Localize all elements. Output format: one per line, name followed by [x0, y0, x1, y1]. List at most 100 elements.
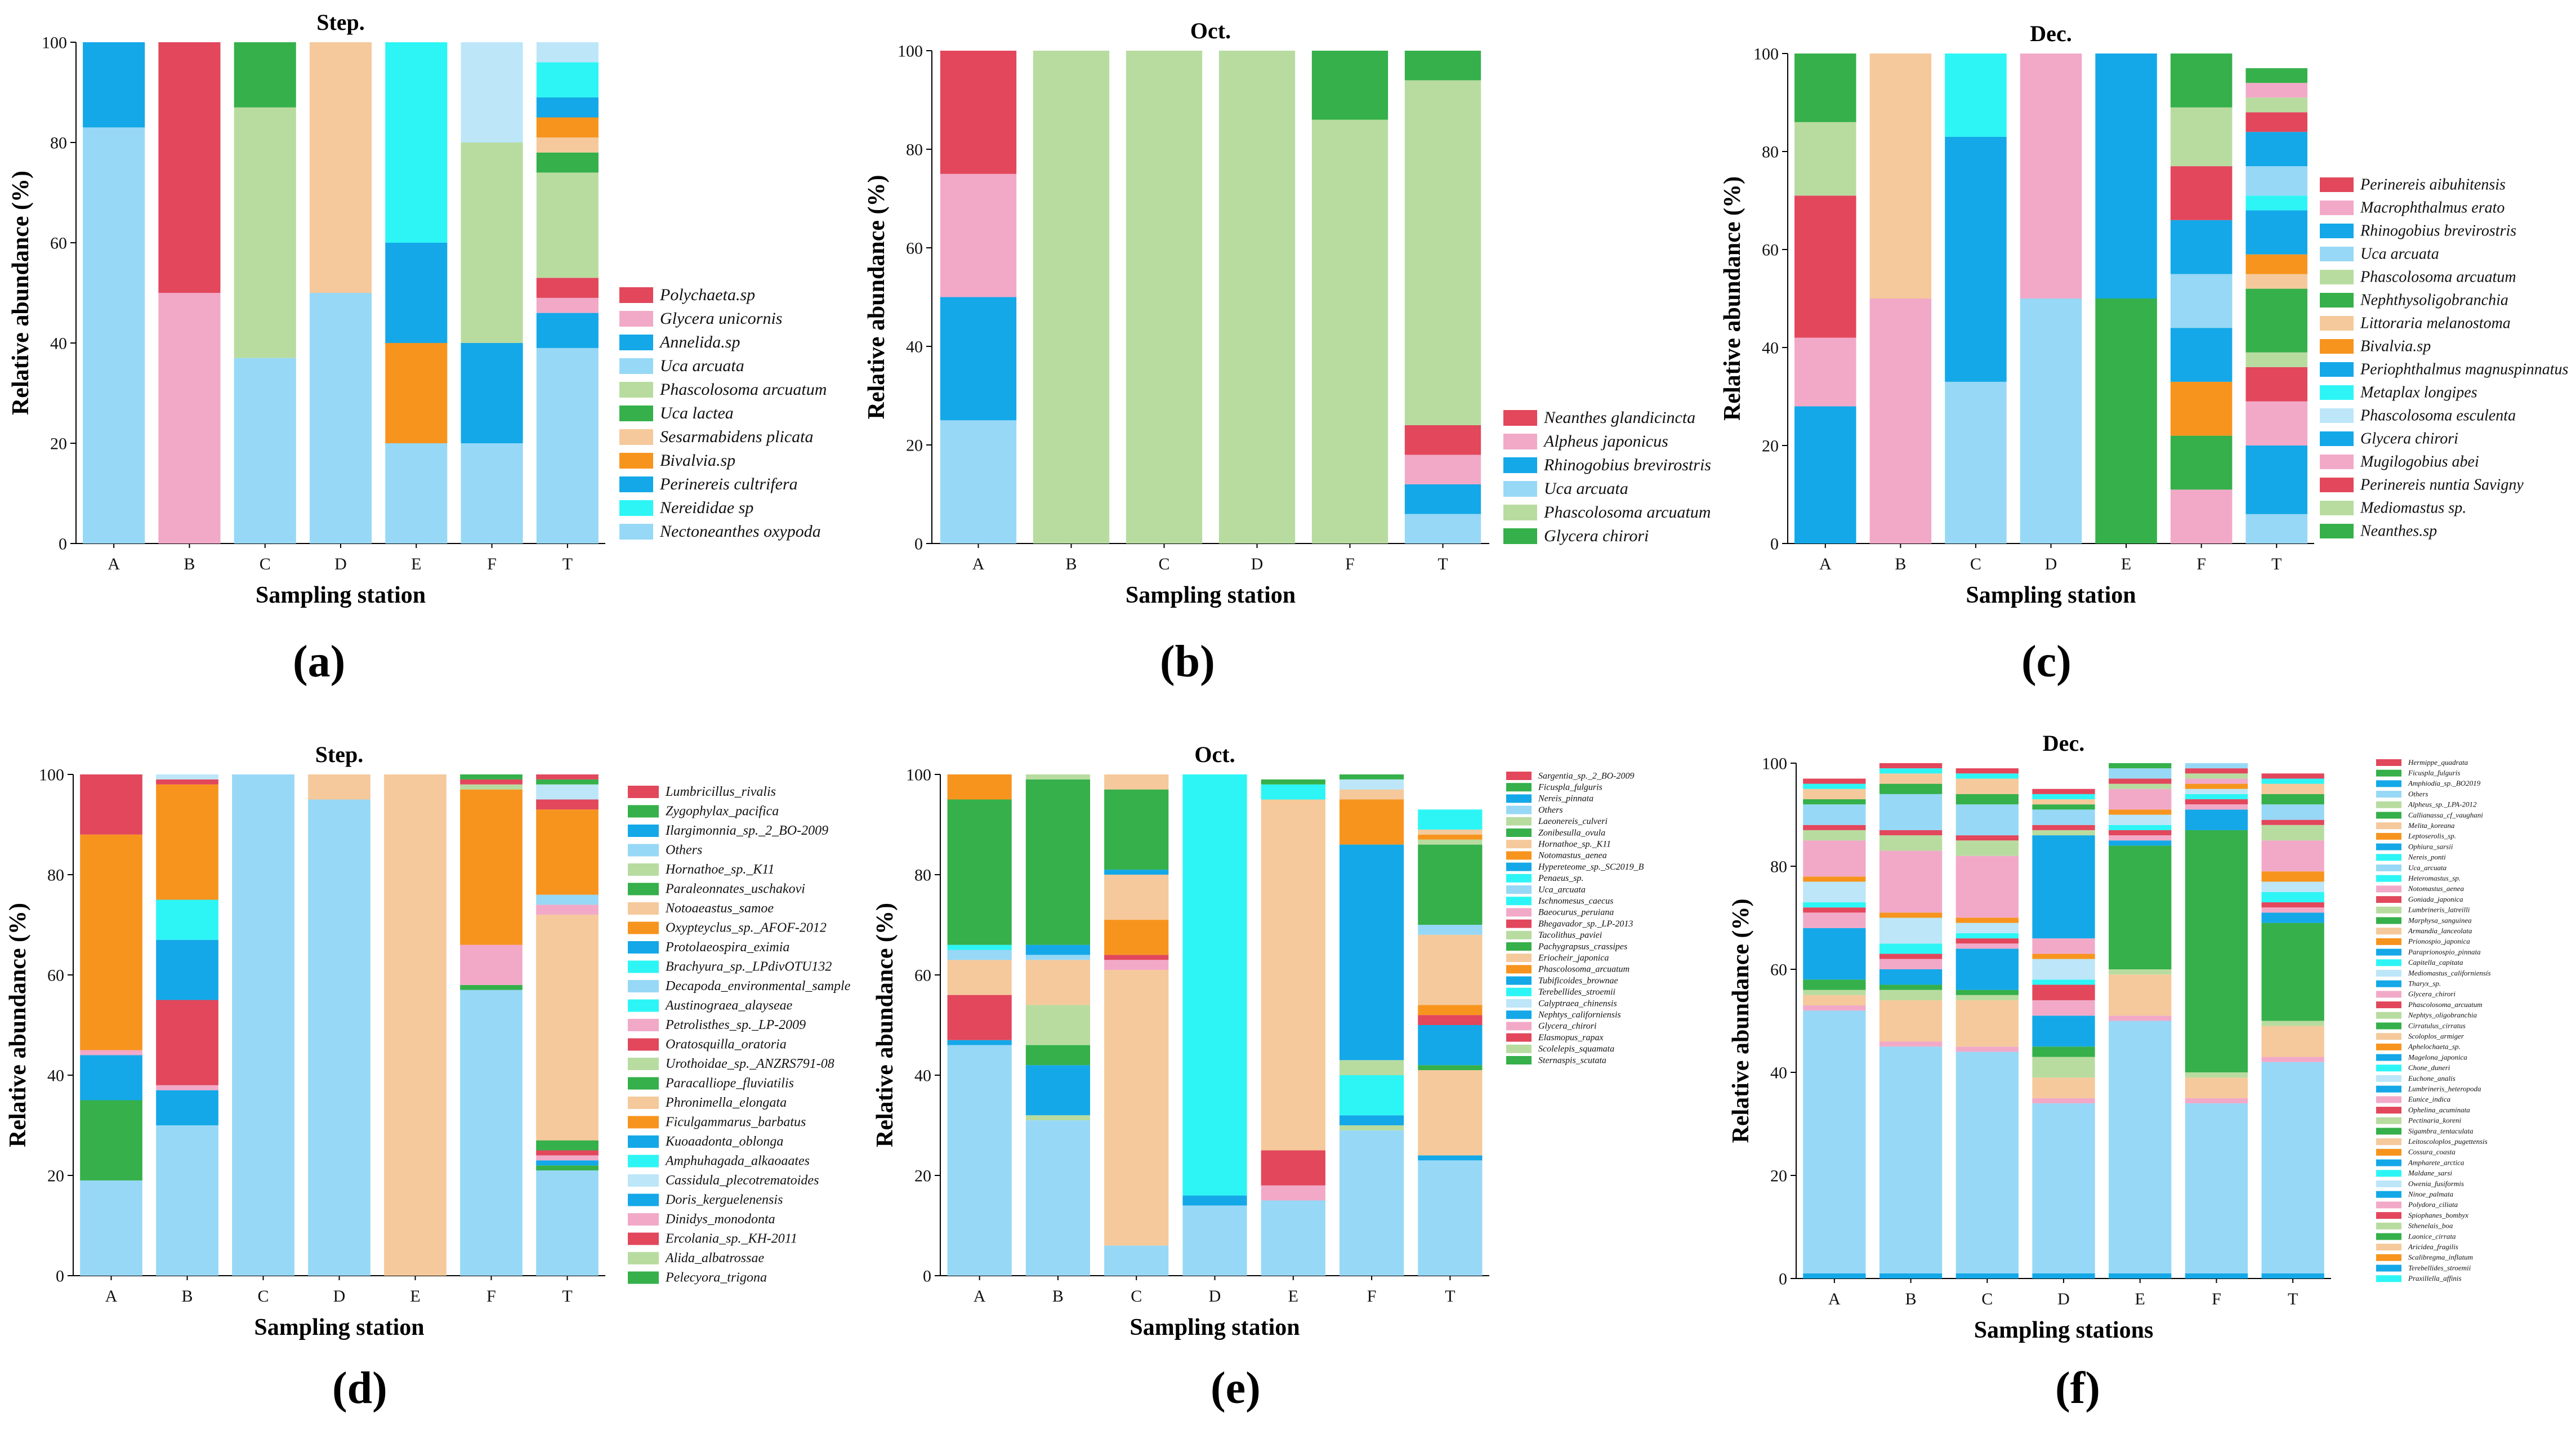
legend-label: Glycera chirori — [1544, 527, 1649, 545]
bar-segment-C-13 — [1104, 920, 1169, 955]
chart-panel-a: Step. 0 20 40 60 80 100 A B C D E F T Sampling station… — [0, 0, 878, 631]
legend-label: Annelida.sp — [659, 333, 740, 351]
legend: Sargentia_sp._2_BO-2009 Ficuspla_fulguris… — [1506, 771, 1644, 1065]
y-tick-label: 20 — [47, 1167, 64, 1186]
bar-segment-C-1 — [1956, 1273, 2019, 1278]
bar-segment-E-16 — [2109, 778, 2172, 784]
legend-label: Nereis_ponti — [2408, 853, 2446, 861]
y-tick-label: 40 — [50, 335, 67, 353]
legend-label: Amphiodia_sp._BO2019 — [2408, 779, 2481, 787]
bar-segment-E-3 — [2109, 1015, 2172, 1021]
bar-segment-T-20 — [2245, 112, 2307, 132]
bar-segment-B-12 — [156, 784, 218, 900]
y-tick-label: 40 — [47, 1067, 64, 1085]
bar-segment-E-6 — [2095, 54, 2157, 299]
x-tick-label: D — [2045, 555, 2057, 573]
legend-label: Glycera_chirori — [1538, 1022, 1596, 1031]
legend-label: Uca arcuata — [660, 357, 744, 375]
bar-segment-T-6 — [1404, 51, 1481, 81]
bar-segment-F-1 — [1339, 1130, 1404, 1276]
legend-label: Cirratulus_cirratus — [2408, 1021, 2466, 1030]
bar-segment-T-21 — [2245, 97, 2307, 113]
bar-segment-E-10 — [2109, 825, 2172, 830]
legend-label: Heteromastus_sp. — [2408, 874, 2461, 883]
legend-swatch — [628, 1213, 659, 1226]
bar-segment-C-19 — [1956, 778, 2019, 794]
bar-segment-T-23 — [2245, 68, 2307, 83]
bar-segment-B-6 — [1879, 984, 1943, 990]
x-axis-label: Sampling station — [1126, 582, 1296, 608]
y-tick-label: 80 — [50, 134, 67, 153]
legend-label: Others — [2408, 790, 2428, 798]
legend-swatch — [2376, 1201, 2401, 1209]
bar-segment-F-18 — [461, 42, 523, 142]
legend-swatch — [2376, 1254, 2401, 1261]
x-tick-label: B — [1052, 1287, 1064, 1306]
legend-label: Phascolosoma_arcuatum — [1538, 965, 1629, 974]
x-tick-label: D — [2057, 1290, 2070, 1308]
legend-swatch — [1506, 897, 1532, 906]
bar-segment-A-7 — [1803, 928, 1866, 980]
bar-segment-A-1 — [1803, 1273, 1866, 1278]
legend-label: Nephthysoligobranchia — [2360, 291, 2508, 309]
legend-label: Laeonereis_culveri — [1538, 817, 1608, 826]
legend-swatch — [1506, 805, 1532, 814]
bar-segment-D-7 — [1182, 774, 1247, 1196]
bar-segment-D-16 — [2032, 825, 2095, 830]
bar-segment-B-5 — [156, 1000, 218, 1085]
chart-svg: Oct. 0 20 40 60 80 100 A B C D F T Sampling station Re… — [864, 18, 1711, 608]
bar-segment-B-21 — [1879, 763, 1943, 769]
chart-svg: Oct. 0 20 40 60 80 100 A B C D E F T Sampling station R… — [872, 742, 1644, 1340]
legend-label: Others — [1538, 805, 1563, 815]
chart-title: Dec. — [2043, 730, 2084, 756]
bar-segment-C-10 — [1956, 933, 2019, 939]
bar-segment-B-1 — [156, 1125, 218, 1276]
legend-label: Aricidea_fragilis — [2408, 1242, 2458, 1251]
x-tick-label: B — [1065, 555, 1077, 573]
legend-label: Goniada_japonica — [2408, 895, 2463, 903]
bar-segment-B-14 — [156, 779, 218, 785]
bar-segment-F-21 — [1339, 789, 1404, 800]
bar-segment-T-12 — [2261, 871, 2324, 882]
legend-swatch — [628, 883, 659, 896]
chart-title: Oct. — [1190, 18, 1231, 43]
legend-swatch — [2376, 980, 2401, 987]
bar-segment-C-1 — [234, 358, 296, 544]
legend-swatch — [1506, 828, 1532, 837]
bar-segment-E-9 — [2109, 830, 2172, 836]
bar-segment-F-5 — [2185, 1072, 2248, 1078]
x-tick-label: A — [108, 555, 120, 573]
bar-segment-T-14 — [536, 137, 599, 153]
bar-segment-D-3 — [2032, 1098, 2095, 1103]
bar-segment-A-3 — [80, 1055, 142, 1101]
legend-label: Perinereis aibuhitensis — [2360, 176, 2506, 193]
bar-segment-T-20 — [1418, 834, 1483, 840]
legend-label: Lumbricillus_rivalis — [665, 785, 776, 799]
legend-label: Hornathoe_sp._K11 — [665, 862, 775, 877]
y-tick-label: 100 — [1762, 755, 1787, 773]
bar-segment-B-1 — [1879, 1273, 1943, 1278]
bar-segment-E-4 — [1261, 1185, 1325, 1201]
bar-segment-F-23 — [1339, 779, 1404, 790]
bar-segment-C-18 — [1104, 789, 1169, 870]
bar-segment-A-1 — [940, 420, 1017, 544]
legend-label: Magelona_japonica — [2408, 1053, 2467, 1061]
bar-segment-F-13 — [2185, 778, 2248, 784]
legend-swatch — [2376, 1264, 2401, 1272]
legend-swatch — [2376, 854, 2401, 861]
bar-segment-D-7 — [308, 774, 370, 800]
bar-segment-A-15 — [1803, 830, 1866, 841]
bar-segment-F-11 — [1339, 844, 1404, 1061]
bar-segment-E-11 — [2109, 814, 2172, 825]
bar-segment-T-3 — [1418, 1155, 1483, 1161]
legend-label: Hypereteome_sp._SC2019_B — [1538, 862, 1644, 872]
bar-segment-T-17 — [2261, 804, 2324, 820]
legend-swatch — [2376, 970, 2401, 977]
bar-segment-F-10 — [1339, 1060, 1404, 1075]
y-tick-label: 100 — [1753, 45, 1779, 64]
bar-segment-B-5 — [1033, 51, 1110, 544]
bar-segment-A-5 — [1803, 990, 1866, 995]
chart-svg: Step. 0 20 40 60 80 100 A B C D E F T Sampling station… — [5, 742, 851, 1340]
bar-segment-E-5 — [1261, 1150, 1325, 1186]
bar-segment-B-15 — [1025, 955, 1091, 960]
